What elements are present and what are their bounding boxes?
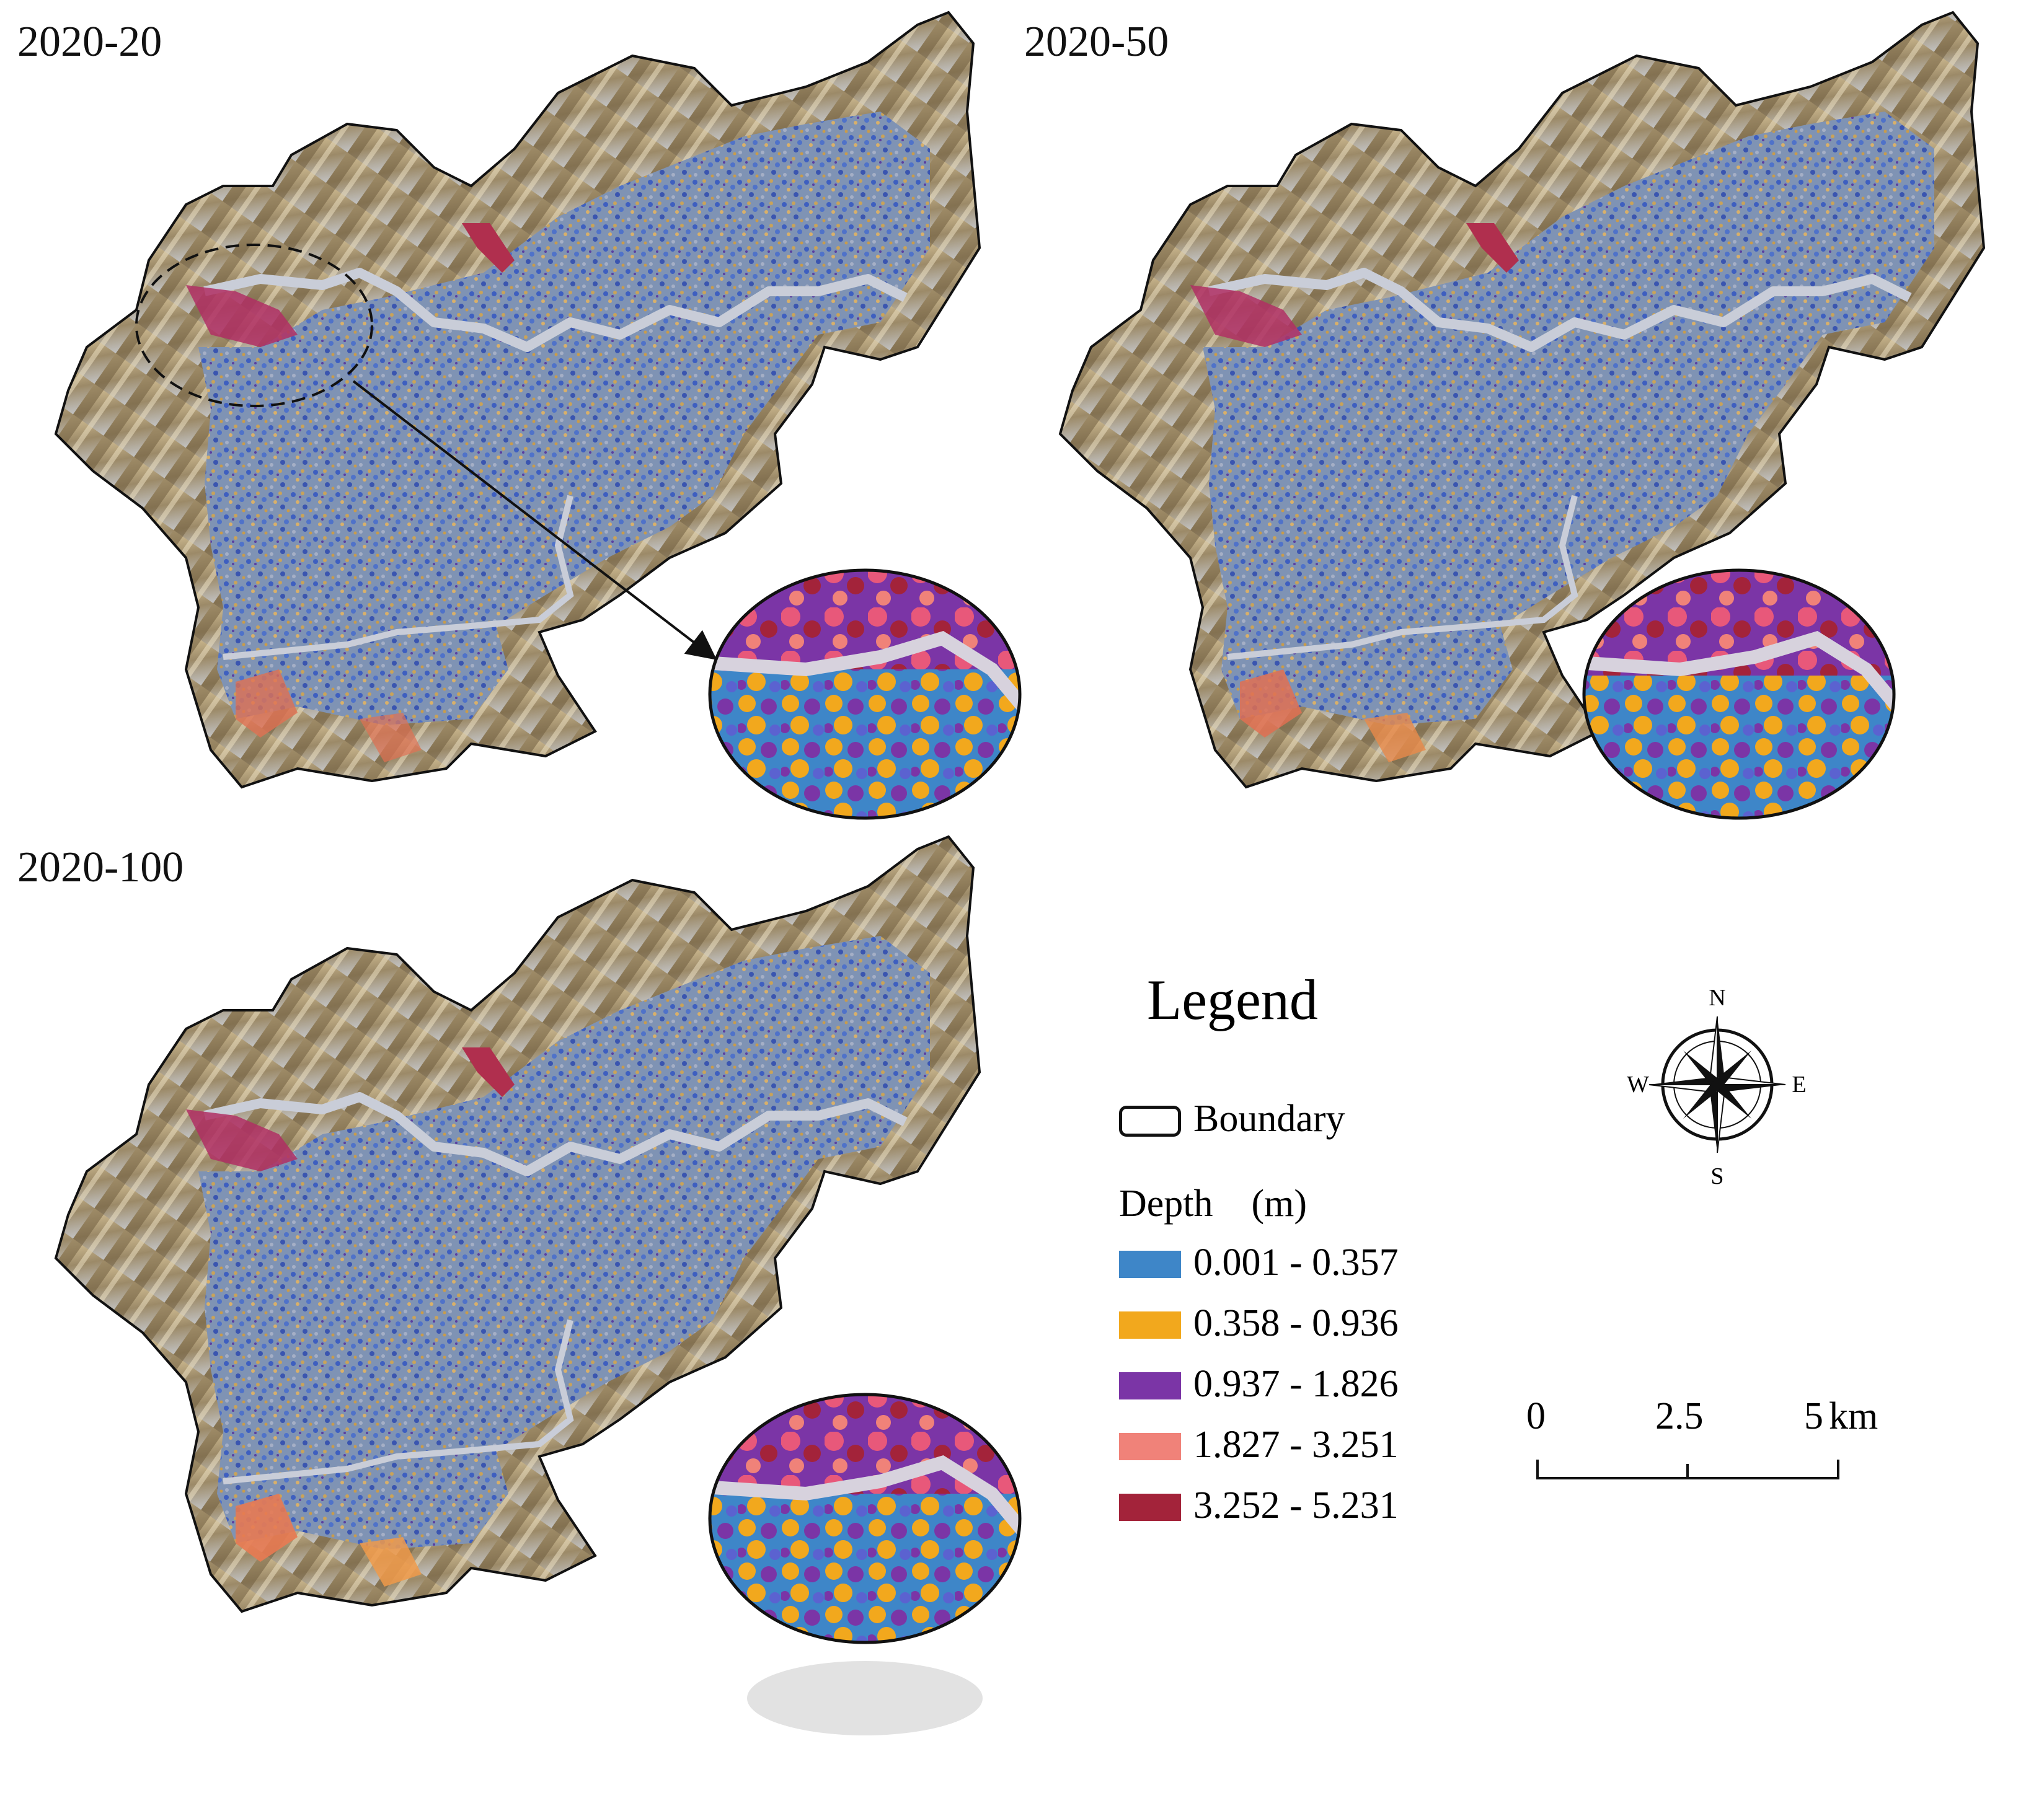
map-panel-2020-20: 2020-20 [0, 0, 1023, 824]
hotspot-northwest [186, 285, 298, 347]
depth-color-swatch [1119, 1311, 1181, 1339]
study-area-boundary [54, 11, 981, 789]
compass-e: E [1792, 1072, 1806, 1098]
depth-title: Depth (m) [1119, 1183, 1307, 1225]
scale-tick-mid: 2.5 [1655, 1395, 1704, 1437]
panel-title: 2020-50 [1024, 18, 1169, 66]
hotspot-south [236, 669, 298, 738]
boundary-swatch [1119, 1106, 1181, 1137]
zoom-inset [708, 1393, 1022, 1644]
hotspot-north [462, 1047, 515, 1097]
scale-tick-0: 0 [1526, 1395, 1546, 1437]
hotspot-south-2 [360, 713, 422, 762]
urban-flood-area [198, 936, 930, 1549]
hotspot-north [462, 223, 515, 273]
depth-class-label: 0.001 - 0.357 [1193, 1241, 1399, 1284]
hotspot-south-2 [1364, 713, 1426, 762]
scale-bar: 0 2.5 5 km [1526, 1395, 1878, 1487]
urban-flood-area [198, 112, 930, 725]
depth-color-swatch [1119, 1494, 1181, 1521]
river-line [203, 268, 908, 352]
river-line-south [223, 495, 574, 660]
north-arrow: N S W E [1624, 979, 1810, 1190]
scale-unit: km [1829, 1395, 1878, 1437]
depth-color-swatch [1119, 1433, 1181, 1460]
hotspot-south [1240, 669, 1302, 738]
compass-s: S [1710, 1163, 1723, 1189]
study-area-boundary [1058, 11, 1986, 789]
depth-class-label: 1.827 - 3.251 [1193, 1424, 1399, 1466]
flood-map [1058, 11, 1986, 820]
depth-color-swatch [1119, 1372, 1181, 1399]
river-line-south [223, 1319, 574, 1484]
river-line [1208, 268, 1912, 352]
study-area-boundary [54, 835, 981, 1613]
depth-class-label: 3.252 - 5.231 [1193, 1484, 1399, 1527]
panel-title: 2020-20 [17, 18, 162, 66]
hotspot-northwest [186, 1109, 298, 1171]
legend-boundary-label: Boundary [1193, 1098, 1345, 1140]
map-panel-2020-100: 2020-100 [0, 824, 1054, 1798]
compass-w: W [1627, 1072, 1649, 1098]
scale-tick-end: 5 [1804, 1395, 1823, 1437]
hotspot-north [1466, 223, 1519, 273]
urban-flood-area [1203, 112, 1934, 725]
zoom-inset [708, 568, 1022, 820]
flood-map [54, 11, 1022, 820]
hotspot-northwest [1190, 285, 1302, 347]
panel-title: 2020-100 [17, 844, 184, 891]
focus-circle [135, 244, 373, 407]
legend-title: Legend [1147, 968, 1318, 1031]
river-line-south [1227, 495, 1578, 660]
inset-shadow [747, 1661, 983, 1735]
zoom-arrow [352, 380, 717, 660]
zoom-inset [1582, 568, 1896, 820]
hotspot-south [236, 1494, 298, 1562]
river-line [203, 1092, 908, 1176]
depth-color-swatch [1119, 1251, 1181, 1278]
hotspot-south-2 [360, 1537, 422, 1587]
compass-rose-icon: N S W E [1627, 985, 1807, 1189]
map-panel-2020-50: 2020-50 [1017, 0, 2044, 824]
compass-n: N [1709, 985, 1725, 1011]
depth-class-label: 0.358 - 0.936 [1193, 1302, 1399, 1344]
depth-class-label: 0.937 - 1.826 [1193, 1363, 1399, 1405]
scale-line [1536, 1460, 1839, 1479]
flood-map [54, 835, 1022, 1735]
